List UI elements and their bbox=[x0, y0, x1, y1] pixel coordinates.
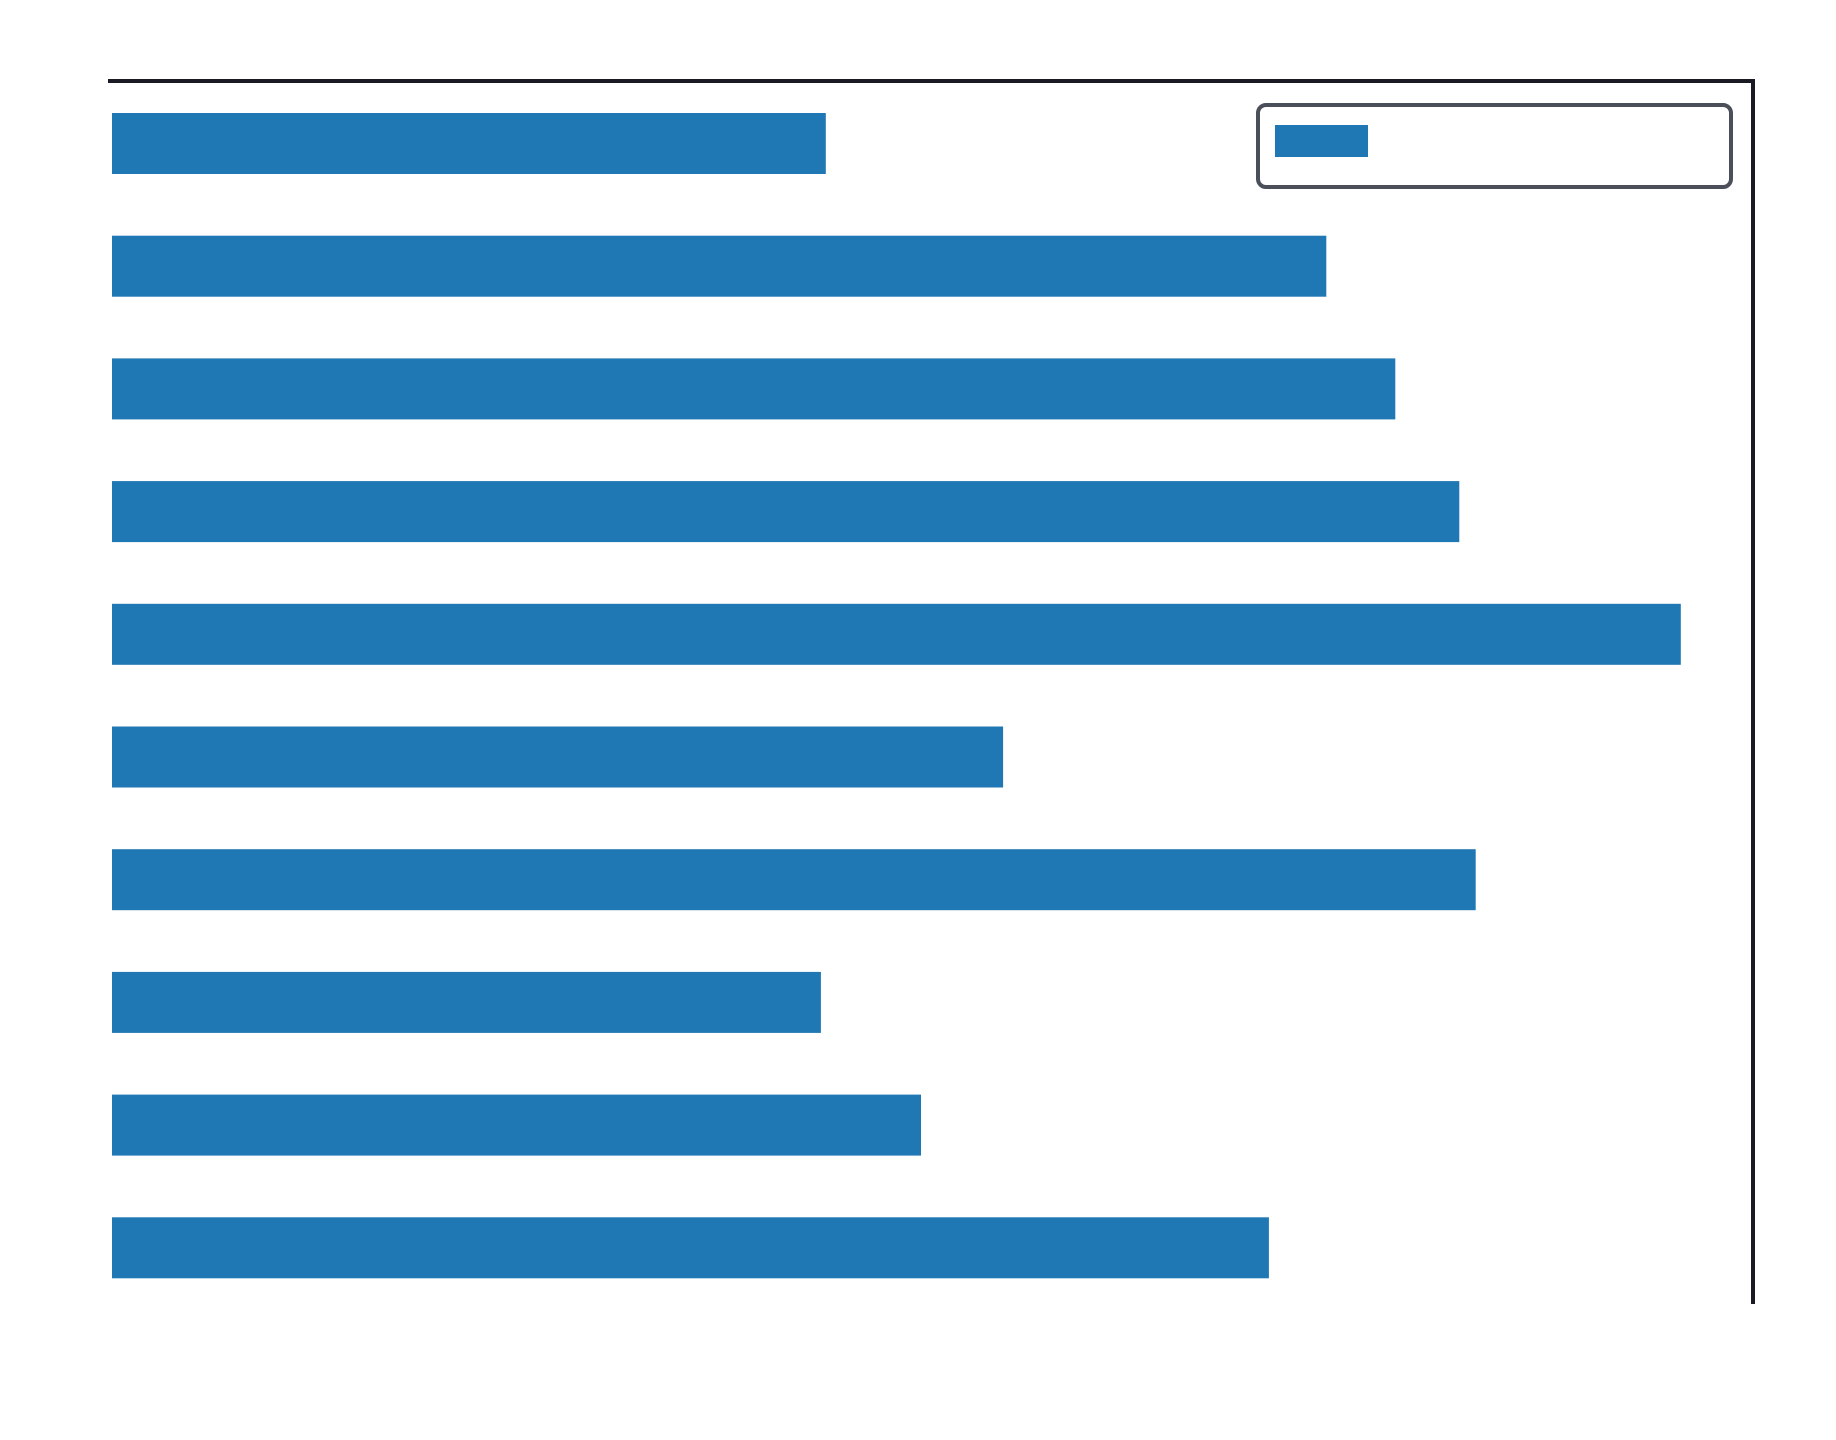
legend bbox=[1256, 103, 1733, 189]
bar-7 bbox=[112, 849, 1476, 911]
bar-1 bbox=[112, 113, 826, 174]
bar-4 bbox=[112, 481, 1460, 543]
legend-frame bbox=[1256, 103, 1733, 189]
bar-3 bbox=[112, 358, 1396, 420]
bars-group bbox=[112, 113, 1681, 1279]
bar-5 bbox=[112, 603, 1681, 665]
bar-9 bbox=[112, 1094, 921, 1156]
legend-swatch bbox=[1275, 125, 1368, 157]
bar-2 bbox=[112, 235, 1327, 297]
bar-8 bbox=[112, 971, 821, 1033]
bar-6 bbox=[112, 726, 1004, 788]
bar-10 bbox=[112, 1217, 1269, 1279]
